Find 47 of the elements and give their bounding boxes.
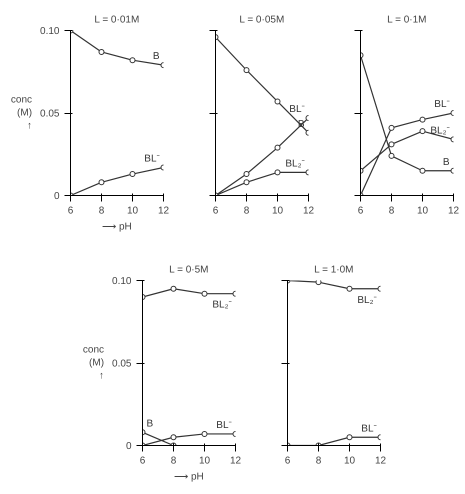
- x-axis-title: ⟶ pH: [102, 222, 132, 232]
- y-tick-label: 0: [126, 441, 132, 452]
- x-tick-label: 6: [68, 206, 74, 216]
- x-tick-label: 8: [98, 206, 105, 216]
- y-axis-title: conc (M) ↑: [82, 344, 104, 382]
- series-label: BL⁻: [216, 420, 232, 431]
- x-tick-label: 12: [230, 456, 242, 466]
- chart-title: L = 0·1M: [387, 14, 427, 26]
- x-axis-title: ⟶ pH: [174, 472, 204, 482]
- series-label: BL₂⁻: [285, 158, 306, 170]
- y-axis-title: conc (M) ↑: [10, 94, 32, 132]
- y-tick-label: 0.05: [112, 358, 132, 370]
- chart-title: L = 0·01M: [94, 14, 140, 26]
- x-tick-label: 10: [198, 456, 210, 466]
- x-tick-label: 12: [158, 206, 170, 216]
- y-tick-label: 0: [54, 191, 60, 202]
- y-tick-label: 0.10: [40, 26, 60, 37]
- series-label: BL₂⁻: [212, 300, 232, 311]
- series-label: B: [442, 156, 450, 168]
- series-label: B: [152, 51, 160, 62]
- chart-title: L = 0·05M: [239, 14, 284, 26]
- x-tick-label: 6: [284, 456, 291, 466]
- series-label: B: [146, 418, 154, 430]
- x-tick-label: 8: [170, 456, 177, 466]
- x-tick-label: 6: [358, 206, 364, 216]
- x-tick-label: 12: [374, 456, 386, 466]
- y-tick-label: 0.10: [112, 276, 132, 287]
- chart-title: L = 0·5M: [169, 264, 209, 276]
- series-label: BL₂⁻: [430, 125, 450, 136]
- chart-title: L = 1·0M: [314, 264, 354, 276]
- series-label: BL⁻: [434, 99, 450, 110]
- x-tick-label: 6: [140, 456, 146, 466]
- x-tick-label: 12: [302, 206, 314, 216]
- x-tick-label: 10: [272, 206, 284, 216]
- y-tick-label: 0.05: [40, 108, 60, 120]
- series-label: BL⁻: [361, 423, 378, 434]
- series-label: BL₂⁻: [357, 294, 378, 306]
- series-label: BL⁻: [289, 104, 306, 115]
- x-tick-label: 10: [126, 206, 138, 216]
- x-tick-label: 12: [448, 206, 460, 216]
- x-tick-label: 8: [388, 206, 395, 216]
- series-label: BL⁻: [144, 153, 160, 164]
- x-tick-label: 10: [416, 206, 428, 216]
- x-tick-label: 10: [344, 456, 356, 466]
- x-tick-label: 8: [244, 206, 250, 216]
- x-tick-label: 6: [212, 206, 219, 216]
- x-tick-label: 8: [316, 456, 322, 466]
